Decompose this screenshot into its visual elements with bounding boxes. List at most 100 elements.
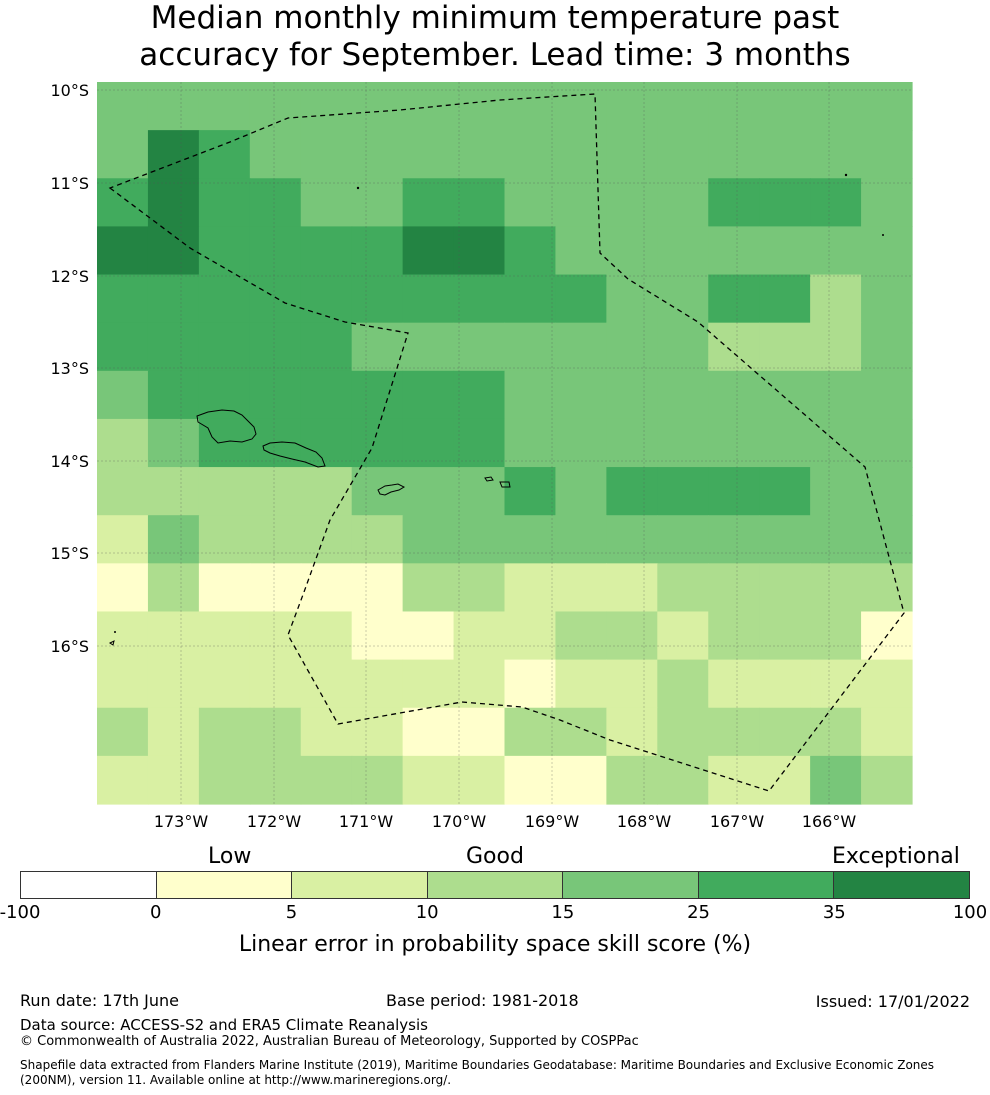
grid-cell: [861, 659, 913, 709]
grid-cell: [504, 130, 557, 179]
grid-cell: [402, 563, 455, 613]
grid-cell: [198, 418, 251, 468]
grid-cell: [147, 274, 200, 324]
grid-cell: [504, 322, 557, 372]
grid-cell: [555, 418, 607, 468]
grid-cell: [97, 226, 149, 276]
grid-cell: [97, 274, 149, 324]
grid-cell: [759, 82, 811, 131]
grid-cell: [453, 322, 506, 372]
grid-cell: [402, 226, 455, 276]
tau-island: [499, 481, 511, 488]
colorbar-segment: [292, 872, 428, 898]
grid-cell: [504, 418, 557, 468]
grid-cell: [555, 467, 607, 516]
grid-cell: [198, 611, 251, 661]
colorbar-segment: [427, 872, 564, 898]
grid-cell: [759, 226, 811, 276]
grid-cell: [198, 274, 251, 324]
latitude-label: 15°S: [50, 544, 89, 563]
title-line-1: Median monthly minimum temperature past: [150, 0, 840, 36]
grid-cell: [147, 659, 200, 709]
grid-cell: [198, 178, 251, 227]
grid-cell: [504, 515, 557, 564]
grid-cell: [606, 707, 658, 757]
grid-cell: [810, 370, 862, 420]
grid-cell: [351, 467, 404, 516]
grid-cell: [300, 611, 353, 661]
grid-cell: [453, 418, 506, 468]
latitude-label: 11°S: [50, 174, 89, 193]
longitude-labels: 173°W 172°W 171°W 170°W 169°W 168°W 167°W 166°W: [154, 812, 857, 830]
grid-cell: [300, 659, 353, 709]
grid-cell: [97, 563, 149, 613]
grid-cell: [402, 418, 455, 468]
grid-cell: [97, 515, 149, 564]
grid-cell: [606, 467, 658, 516]
grid-cell: [708, 178, 760, 227]
data-source: Data source: ACCESS-S2 and ERA5 Climate …: [20, 1016, 428, 1034]
eez-boundary: [108, 93, 905, 792]
latitude-labels: 10°S 11°S 12°S 13°S 14°S 15°S 16°S: [50, 81, 89, 656]
longitude-label: 170°W: [432, 812, 487, 830]
colorbar-segment: [156, 872, 293, 898]
grid-cell: [657, 515, 709, 564]
grid-cell: [759, 659, 811, 709]
grid-cell: [351, 82, 404, 131]
grid-cell: [402, 370, 455, 420]
grid-cell: [453, 82, 506, 131]
longitude-label: 166°W: [802, 812, 857, 830]
grid-cell: [402, 322, 455, 372]
grid-cell: [351, 178, 404, 227]
grid-cell: [810, 178, 862, 227]
title-line-2: accuracy for September. Lead time: 3 mon…: [139, 37, 851, 73]
colorbar-tick-label: -100: [0, 902, 41, 923]
grid-cell: [97, 130, 149, 179]
grid-cell: [249, 178, 302, 227]
grid-cell: [708, 659, 760, 709]
longitude-label: 167°W: [710, 812, 765, 830]
grid-cell: [759, 467, 811, 516]
grid-cell: [708, 755, 760, 805]
grid-cell: [147, 178, 200, 227]
grid-cell: [708, 322, 760, 372]
grid-cell: [97, 659, 149, 709]
grid-cell: [759, 563, 811, 613]
grid-cell: [606, 322, 658, 372]
grid-cell: [810, 611, 862, 661]
grid-cell: [453, 178, 506, 227]
small-islet-2: [844, 173, 848, 177]
grid-cell: [861, 322, 913, 372]
grid-cell: [300, 515, 353, 564]
grid-cell: [300, 418, 353, 468]
grid-cell: [147, 226, 200, 276]
grid-cell: [759, 611, 811, 661]
small-islet-5: [109, 640, 115, 646]
grid-cell: [606, 563, 658, 613]
upolu-island: [262, 441, 326, 468]
grid-cell: [249, 659, 302, 709]
longitude-label: 168°W: [617, 812, 672, 830]
longitude-label: 172°W: [247, 812, 302, 830]
grid-cell: [606, 226, 658, 276]
grid-cell: [453, 707, 506, 757]
grid-cell: [759, 178, 811, 227]
grid-cell: [606, 82, 658, 131]
latitude-label: 12°S: [50, 267, 89, 286]
tutuila-island: [377, 483, 406, 496]
grid-cell: [657, 178, 709, 227]
grid-cell: [810, 659, 862, 709]
grid-cell: [861, 82, 913, 131]
longitude-label: 173°W: [154, 812, 209, 830]
grid-cell: [810, 130, 862, 179]
grid-cell: [147, 611, 200, 661]
grid-cell: [504, 370, 557, 420]
grid-cell: [249, 611, 302, 661]
grid-cell: [97, 82, 149, 131]
grid-cell: [249, 274, 302, 324]
grid-cell: [147, 130, 200, 179]
grid-cell: [504, 274, 557, 324]
grid-cell: [657, 467, 709, 516]
grid-cell: [453, 130, 506, 179]
grid-cell: [351, 515, 404, 564]
